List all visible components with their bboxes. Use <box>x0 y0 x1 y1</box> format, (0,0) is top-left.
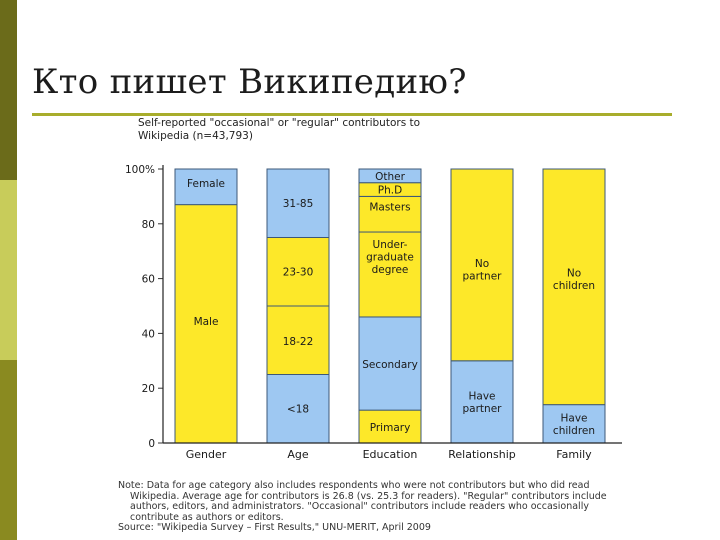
sidebar-stripe-top <box>0 0 17 180</box>
sidebar-stripe-bottom <box>0 360 17 540</box>
x-tick-label: Age <box>287 448 309 461</box>
segment-label: Other <box>375 171 405 183</box>
segment-label: 23-30 <box>283 267 314 279</box>
note-line: Note: Data for age category also include… <box>118 480 590 491</box>
y-tick-label: 100% <box>125 164 155 176</box>
x-tick-label: Family <box>556 448 592 461</box>
segment-label: Have <box>560 413 587 425</box>
bar-segment <box>358 195 422 233</box>
y-tick-label: 60 <box>142 274 155 286</box>
segment-label: Have <box>468 391 495 403</box>
y-tick-label: 0 <box>148 438 155 450</box>
x-tick-label: Education <box>363 448 418 461</box>
bar-segment <box>266 168 330 238</box>
bar-segment <box>358 316 422 411</box>
chart-title: Self-reported "occasional" or "regular" … <box>138 117 421 142</box>
segment-label: partner <box>463 271 503 283</box>
segment-label: 31-85 <box>283 198 314 210</box>
sidebar-stripe-middle <box>0 180 17 360</box>
segment-label: Secondary <box>362 359 418 371</box>
segment-label: No <box>475 258 489 270</box>
bar-segment <box>542 404 606 444</box>
chart-note: Note: Data for age category also include… <box>118 480 638 534</box>
note-line: contribute as authors or editors. <box>130 511 284 523</box>
bar-segment <box>358 168 422 184</box>
segment-label: children <box>553 280 595 292</box>
segment-label: No <box>567 268 581 280</box>
segment-label: children <box>553 425 595 437</box>
segment-label: <18 <box>287 404 309 416</box>
bar-segment <box>358 409 422 444</box>
x-tick-label: Relationship <box>448 448 516 461</box>
segment-label: graduate <box>366 252 414 264</box>
bar-segment <box>450 360 514 444</box>
segment-label: 18-22 <box>283 336 314 348</box>
note-line: Wikipedia. Average age for contributors … <box>130 490 607 502</box>
note-line: authors, editors, and administrators. "O… <box>130 501 589 512</box>
x-tick-label: Gender <box>186 448 227 461</box>
bar-segment <box>542 168 606 406</box>
y-tick-label: 80 <box>142 219 155 231</box>
segment-label: Female <box>187 178 225 190</box>
bar-segment <box>450 168 514 362</box>
segment-label: degree <box>372 264 409 276</box>
y-tick-label: 40 <box>142 328 155 340</box>
chart-source: Source: "Wikipedia Survey – First Result… <box>118 522 431 533</box>
segment-label: Primary <box>370 422 411 434</box>
segment-label: Male <box>194 316 219 328</box>
bar-segment <box>266 305 330 375</box>
title-underline <box>32 113 672 116</box>
segment-label: Masters <box>369 201 410 213</box>
segment-label: partner <box>463 403 503 415</box>
segment-label: Ph.D <box>378 185 402 197</box>
slide-title: Кто пишет Википедию? <box>32 62 467 102</box>
bar-segment <box>174 168 238 206</box>
segment-label: Under- <box>373 239 408 251</box>
y-tick-label: 20 <box>142 383 155 395</box>
